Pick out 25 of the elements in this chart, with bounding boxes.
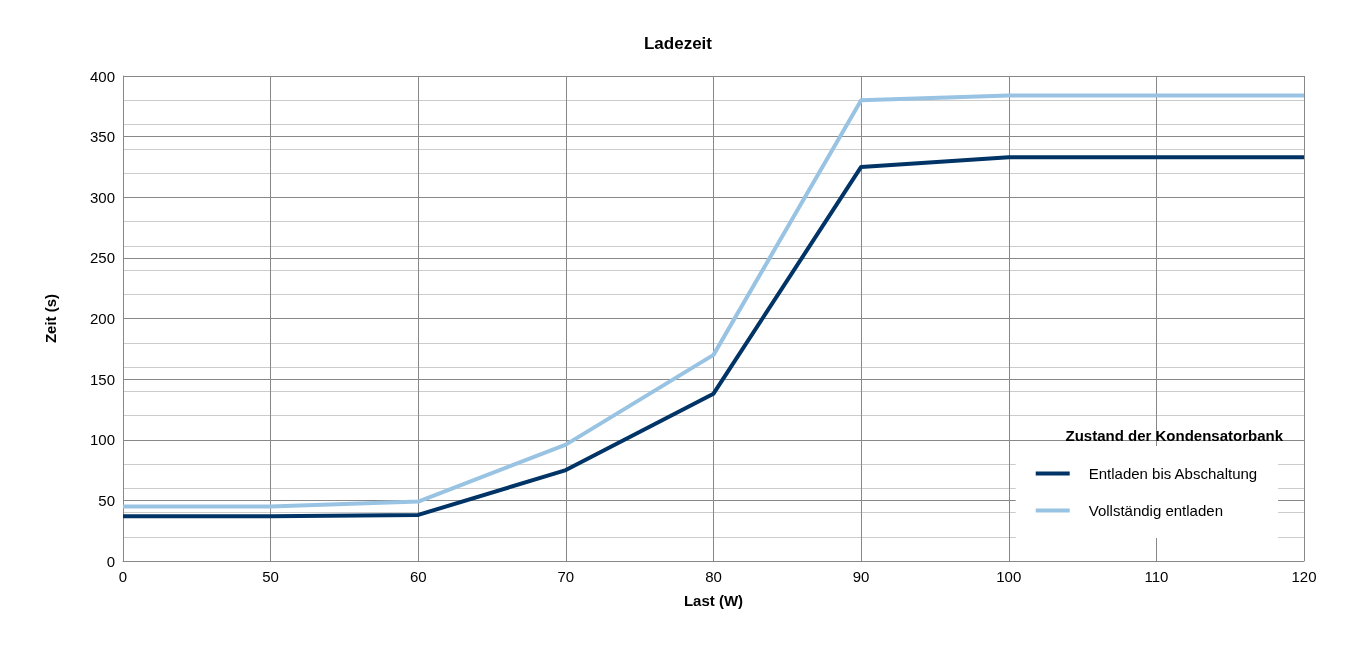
legend-label: Vollständig entladen <box>1088 502 1223 519</box>
x-tick-label: 60 <box>409 568 427 585</box>
y-tick-label: 350 <box>89 128 115 146</box>
x-tick-label: 90 <box>852 568 870 585</box>
x-tick-label: 70 <box>557 568 575 585</box>
y-tick-label: 0 <box>106 552 115 570</box>
y-tick-label: 200 <box>89 310 115 327</box>
y-tick-label: 150 <box>89 370 115 388</box>
y-tick-label: 250 <box>89 249 115 267</box>
chart-title: Ladezeit <box>643 34 713 53</box>
x-tick-label: 80 <box>705 568 722 585</box>
y-axis-title: Zeit (s) <box>42 293 59 344</box>
x-tick-label: 110 <box>1144 568 1169 585</box>
legend-label: Entladen bis Abschaltung <box>1088 465 1258 482</box>
y-tick-label: 400 <box>89 67 115 85</box>
line-series <box>121 155 1306 519</box>
x-axis-title: Last (W) <box>683 592 744 609</box>
y-tick-label: 100 <box>89 431 115 449</box>
y-tick-label: 300 <box>89 188 115 206</box>
y-tick-label: 50 <box>98 491 115 509</box>
x-tick-label: 0 <box>118 568 128 585</box>
x-tick-label: 120 <box>1291 568 1317 585</box>
legend-title: Zustand der Kondensatorbank <box>1065 427 1284 444</box>
x-tick-label: 100 <box>996 568 1022 585</box>
x-tick-label: 50 <box>262 568 279 585</box>
